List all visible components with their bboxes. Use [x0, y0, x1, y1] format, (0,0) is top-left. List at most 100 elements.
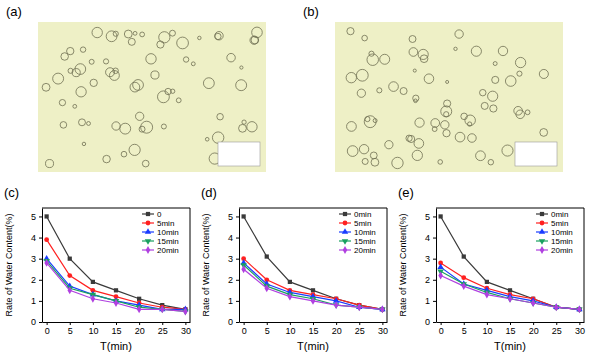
particle: [505, 76, 516, 87]
particle: [455, 132, 465, 142]
y-tick-mark: [433, 322, 436, 323]
y-tick-mark: [433, 301, 436, 302]
particle: [72, 69, 80, 77]
y-tick-mark: [433, 216, 436, 217]
particle: [176, 98, 181, 103]
series-line: [441, 216, 580, 309]
particle: [492, 76, 499, 83]
x-tick-mark: [579, 322, 580, 325]
data-point: [114, 299, 119, 307]
y-tick-label: 1: [31, 296, 36, 306]
legend-marker: [539, 228, 545, 234]
x-tick-mark: [487, 322, 488, 325]
data-point: [241, 265, 246, 273]
particle: [414, 99, 418, 103]
particle: [133, 31, 137, 35]
x-tick-label: 30: [378, 326, 388, 336]
legend-label: 20min: [354, 246, 376, 255]
particle: [392, 157, 403, 168]
particle: [171, 89, 175, 93]
x-tick-label: 5: [265, 326, 270, 336]
y-tick-mark: [236, 238, 239, 239]
particle: [498, 46, 507, 55]
y-tick: 0: [425, 317, 436, 327]
panel-label: (a): [6, 4, 22, 19]
particle: [92, 27, 102, 37]
y-tick: 3: [425, 254, 436, 264]
data-point: [531, 299, 536, 307]
x-tick-label: 25: [355, 326, 365, 336]
particle: [444, 112, 449, 117]
y-axis: 012345: [31, 209, 43, 328]
x-axis-title: T(min): [297, 340, 329, 352]
y-tick: 5: [228, 212, 239, 222]
chart: (c)051015202530012345T(min)Rate of Water…: [4, 185, 191, 352]
particle: [370, 152, 377, 159]
legend-label: 15min: [551, 237, 573, 246]
legend-label: 0min: [551, 210, 568, 219]
y-tick-label: 3: [228, 254, 233, 264]
data-point: [45, 214, 49, 218]
particle: [517, 71, 522, 76]
particle: [468, 122, 472, 126]
particle: [124, 30, 132, 38]
particle: [61, 53, 69, 61]
legend-label: 0: [157, 210, 162, 219]
data-point: [114, 288, 118, 292]
particle: [413, 69, 416, 72]
figure: (a)(b)(c)051015202530012345T(min)Rate of…: [0, 0, 590, 360]
y-tick-label: 3: [31, 254, 36, 264]
x-tick: 15: [111, 322, 121, 336]
y-tick-label: 2: [425, 275, 430, 285]
particle: [239, 124, 247, 132]
particle: [347, 122, 357, 132]
particle: [476, 151, 486, 161]
x-tick: 20: [135, 322, 145, 336]
particle: [215, 33, 221, 39]
particle: [250, 36, 258, 44]
particle: [446, 80, 449, 83]
x-tick-label: 15: [505, 326, 515, 336]
legend-label: 20min: [551, 246, 573, 255]
particle: [80, 47, 85, 52]
data-point: [508, 288, 512, 292]
series-line: [244, 216, 383, 309]
y-tick-label: 0: [31, 317, 36, 327]
particle: [420, 55, 428, 63]
data-point: [485, 291, 490, 299]
x-tick-label: 25: [158, 326, 168, 336]
data-point: [264, 284, 269, 292]
data-point: [91, 280, 95, 284]
particle: [146, 54, 156, 64]
x-tick-mark: [359, 322, 360, 325]
particle: [247, 122, 257, 132]
legend-label: 10min: [551, 228, 573, 237]
x-tick: 25: [552, 322, 562, 336]
x-axis: 051015202530: [437, 322, 585, 336]
series-line: [244, 265, 383, 309]
y-tick-mark: [39, 301, 42, 302]
data-point: [137, 305, 142, 313]
particle: [170, 30, 176, 36]
x-tick-label: 10: [285, 326, 295, 336]
legend-label: 0min: [354, 210, 371, 219]
panel-label: (b): [303, 4, 319, 19]
panel-label: (d): [201, 185, 217, 200]
particle: [236, 80, 247, 91]
particle: [481, 102, 488, 109]
legend-label: 5min: [157, 219, 174, 228]
data-point: [160, 305, 165, 313]
data-point: [438, 272, 443, 280]
image-panel: [335, 22, 563, 172]
plot-frame: [239, 208, 387, 322]
data-point: [288, 280, 292, 284]
y-axis: 012345: [228, 209, 240, 328]
x-axis-title: T(min): [100, 340, 132, 352]
particle: [242, 120, 246, 124]
legend-marker: [146, 212, 150, 216]
particle: [79, 119, 86, 126]
legend-label: 15min: [157, 237, 179, 246]
x-tick-label: 5: [68, 326, 73, 336]
y-axis-line: [42, 209, 43, 323]
plot-area: [240, 214, 385, 313]
